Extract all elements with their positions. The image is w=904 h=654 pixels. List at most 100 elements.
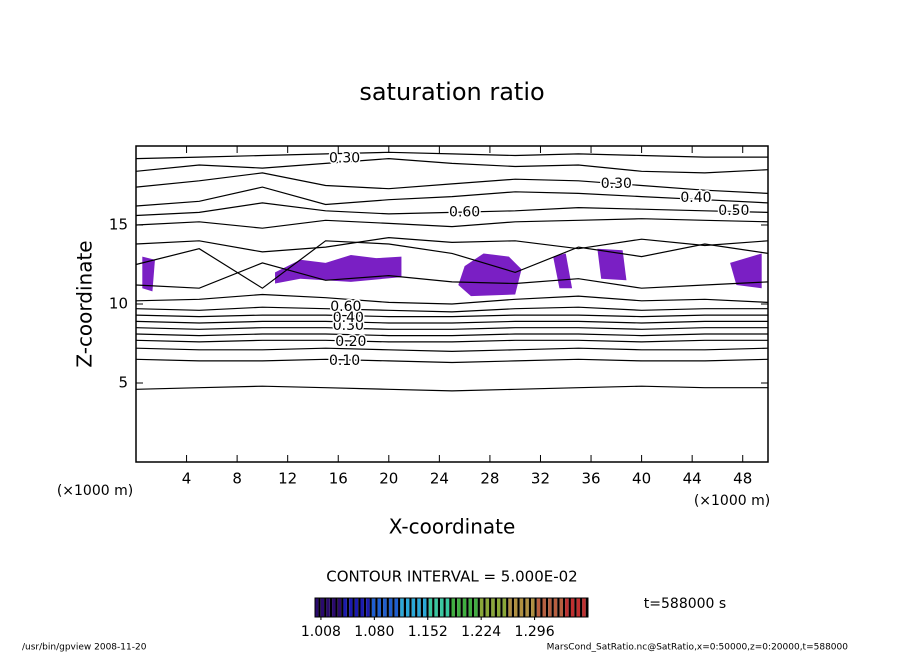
contour-line (135, 320, 768, 324)
colorbar-stripe (471, 598, 475, 617)
contour-label: 0.30 (333, 318, 364, 334)
x-tick-label: 36 (581, 470, 600, 488)
colorbar-stripe (574, 598, 577, 617)
x-tick-label: 4 (182, 470, 192, 488)
colorbar-stripe (494, 598, 497, 617)
colorbar-stripe (523, 598, 526, 617)
colorbar-stripe (434, 598, 438, 617)
colorbar-tick-label: 1.080 (354, 624, 394, 640)
colorbar-stripe (542, 598, 546, 617)
colorbar-stripe (346, 598, 350, 617)
footer-right: MarsCond_SatRatio.nc@SatRatio,x=0:50000,… (547, 643, 849, 653)
colorbar-stripe (411, 598, 416, 617)
colorbar-stripe (443, 598, 446, 617)
chart-title: saturation ratio (359, 78, 544, 106)
contour-line (135, 151, 768, 160)
colorbar-stripe (440, 598, 444, 617)
colorbar-tick-label: 1.224 (461, 624, 501, 640)
contour-line (135, 218, 769, 229)
contour-line (135, 202, 769, 217)
colorbar-stripe (363, 598, 367, 617)
colorbar-stripe (398, 598, 401, 617)
colorbar-stripe (517, 598, 520, 617)
colorbar-stripe (562, 598, 566, 617)
colorbar-stripe (400, 598, 404, 617)
colorbar-stripe (468, 598, 472, 617)
colorbar-stripe (386, 598, 389, 617)
contour-line (135, 240, 769, 289)
supersaturated-region (597, 248, 627, 281)
y-unit: (×1000 m) (57, 483, 133, 499)
colorbar-stripe (585, 598, 588, 617)
colorbar-stripe (377, 598, 381, 617)
contour-line (135, 186, 769, 207)
x-unit: (×1000 m) (694, 493, 770, 509)
colorbar-stripe (485, 598, 490, 617)
supersaturated-region (730, 253, 762, 289)
colorbar-stripe (366, 598, 370, 617)
colorbar-stripe (570, 598, 575, 617)
x-tick-label: 8 (232, 470, 242, 488)
colorbar-stripe (383, 598, 387, 617)
colorbar-stripe (568, 598, 571, 617)
y-axis-label: Z-coordinate (73, 240, 97, 367)
colorbar-stripe (489, 598, 492, 617)
colorbar-stripe (360, 598, 364, 617)
x-tick-label: 20 (379, 470, 398, 488)
x-axis-label: X-coordinate (389, 515, 516, 539)
colorbar-stripe (534, 598, 537, 617)
supersaturated-region (458, 253, 522, 297)
colorbar-stripe (525, 598, 529, 617)
colorbar-stripe (318, 598, 321, 617)
colorbar-stripe (403, 598, 406, 617)
x-tick-label: 16 (329, 470, 348, 488)
contour-line (135, 339, 768, 343)
colorbar-stripe (500, 598, 503, 617)
colorbar-stripe (354, 598, 359, 617)
contour-line (135, 172, 769, 194)
colorbar-stripe (371, 598, 376, 617)
contour-line (135, 333, 768, 337)
colorbar-stripe (466, 598, 469, 617)
colorbar-stripe (358, 598, 361, 617)
colorbar-frame (314, 597, 589, 618)
colorbar-stripe (352, 598, 355, 617)
contour-interval: CONTOUR INTERVAL = 5.000E-02 (326, 568, 577, 586)
colorbar-stripe (406, 598, 410, 617)
colorbar-stripe (343, 598, 347, 617)
colorbar-stripe (454, 598, 458, 617)
contour-line (135, 306, 768, 313)
contour-label: 0.30 (601, 176, 632, 192)
supersaturated-region (142, 256, 155, 292)
colorbar-stripe (341, 598, 344, 617)
contour-label: 0.40 (680, 190, 711, 206)
colorbar-stripe (428, 598, 433, 617)
colorbar-stripe (392, 598, 395, 617)
colorbar-stripe (502, 598, 507, 617)
colorbar-stripe (553, 598, 558, 617)
colorbar-stripe (479, 598, 484, 617)
colorbar-stripe (477, 598, 480, 617)
colorbar-stripe (451, 598, 455, 617)
colorbar-stripe (420, 598, 424, 617)
colorbar-stripe (474, 598, 478, 617)
colorbar-tick-label: 1.008 (301, 624, 341, 640)
colorbar-stripe (457, 598, 461, 617)
supersaturated-region (275, 255, 402, 284)
colorbar-stripe (460, 598, 463, 617)
colorbar-stripe (565, 598, 569, 617)
contour-label: 0.10 (329, 353, 360, 369)
colorbar-stripe (445, 598, 450, 617)
colorbar-stripe (415, 598, 418, 617)
colorbar-stripe (514, 598, 518, 617)
colorbar-stripe (375, 598, 378, 617)
x-tick-label: 40 (632, 470, 651, 488)
colorbar-tick-label: 1.296 (515, 624, 555, 640)
colorbar-stripe (369, 598, 372, 617)
colorbar-stripe (557, 598, 560, 617)
colorbar-stripe (426, 598, 429, 617)
colorbar-stripe (320, 598, 325, 617)
supersaturated-region (553, 253, 573, 289)
colorbar-stripe (423, 598, 427, 617)
